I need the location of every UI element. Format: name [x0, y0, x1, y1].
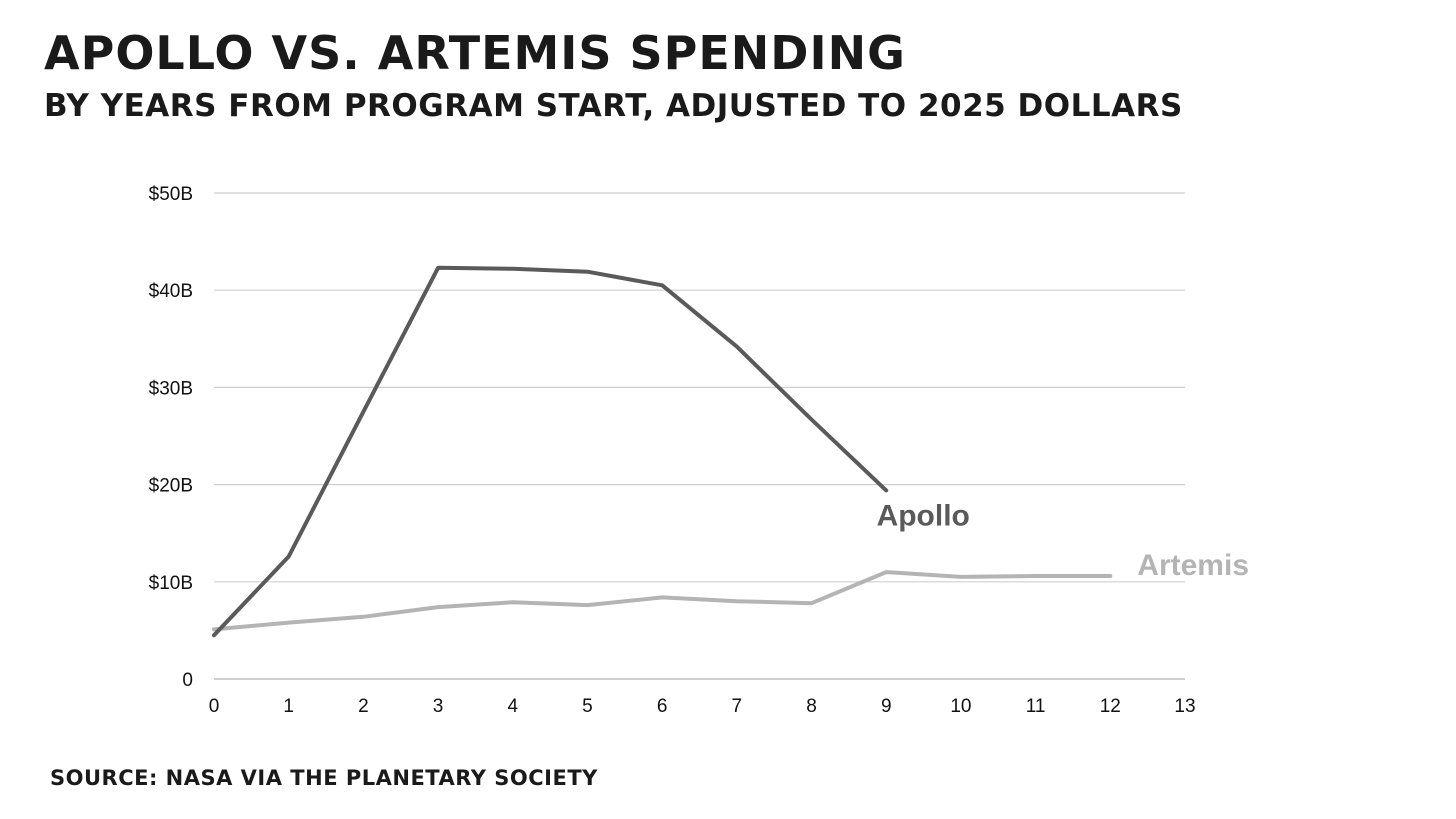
grid-lines	[214, 192, 1185, 680]
y-tick-label: $10B	[149, 573, 193, 594]
series-lines	[212, 265, 1113, 638]
chart-title: Apollo vs. Artemis spending	[44, 26, 906, 80]
series-labels: Apollo Artemis	[877, 499, 1249, 582]
y-tick-label: $20B	[149, 476, 193, 497]
x-tick-label: 5	[582, 696, 593, 717]
y-tick-label: $30B	[149, 378, 193, 399]
y-axis-tick-labels: 0 $10B $20B $30B $40B $50B	[149, 184, 193, 691]
x-tick-label: 10	[950, 696, 971, 717]
x-tick-label: 1	[283, 696, 294, 717]
x-tick-label: 4	[507, 696, 518, 717]
x-tick-label: 13	[1174, 696, 1195, 717]
source-note: Source: NASA via the Planetary Society	[50, 766, 598, 790]
x-tick-label: 3	[433, 696, 444, 717]
x-tick-label: 12	[1100, 696, 1121, 717]
y-tick-label: 0	[182, 670, 193, 691]
y-tick-label: $50B	[149, 184, 193, 205]
series-label-artemis: Artemis	[1137, 549, 1249, 582]
y-tick-label: $40B	[149, 281, 193, 302]
series-line-apollo	[212, 265, 889, 638]
series-line-artemis	[212, 570, 1113, 632]
series-label-apollo: Apollo	[877, 499, 970, 532]
x-tick-label: 9	[881, 696, 892, 717]
x-tick-label: 2	[358, 696, 369, 717]
chart-subtitle: By years from program start, adjusted to…	[44, 88, 1183, 124]
x-tick-label: 8	[806, 696, 817, 717]
x-tick-label: 6	[657, 696, 668, 717]
x-tick-label: 0	[209, 696, 220, 717]
x-tick-label: 7	[732, 696, 743, 717]
x-axis-tick-labels: 0 1 2 3 4 5 6 7 8 9 10 11 12 13	[209, 696, 1196, 717]
x-tick-label: 11	[1026, 696, 1046, 717]
